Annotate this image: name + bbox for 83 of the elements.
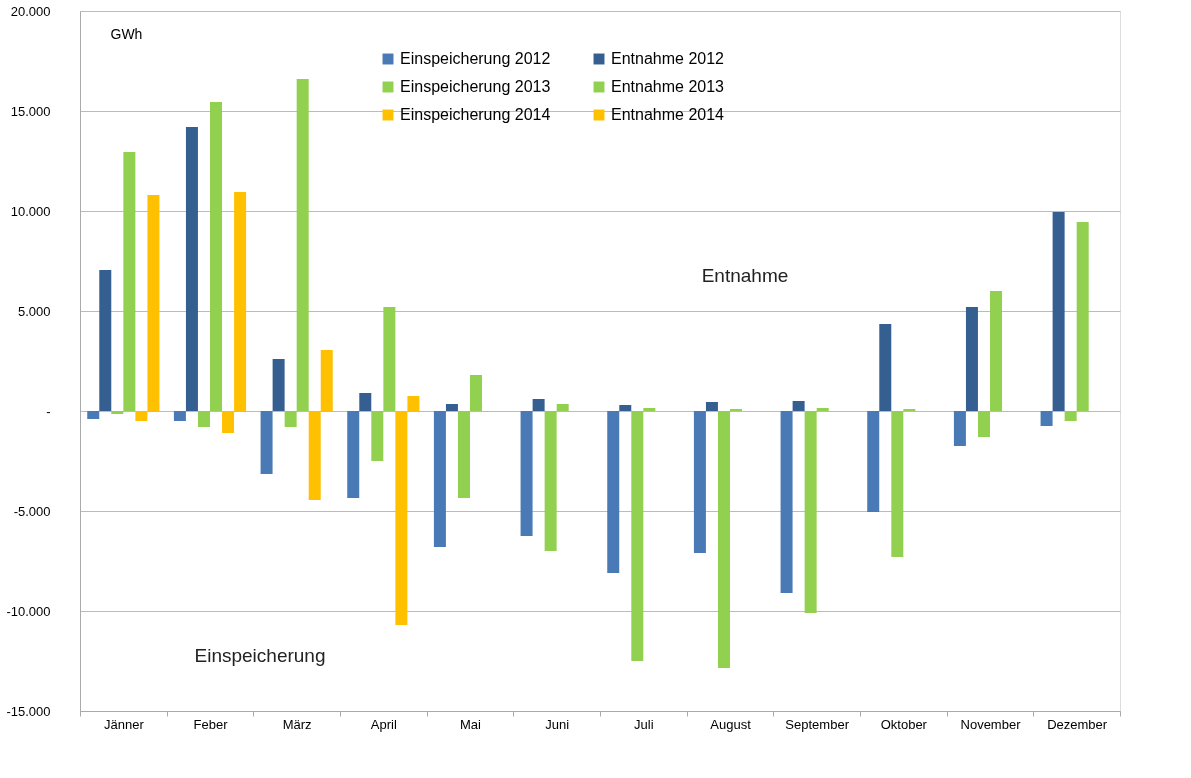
bar (717, 411, 730, 668)
legend-label: Einspeicherung 2014 (400, 106, 551, 123)
bar (395, 411, 408, 625)
bar (371, 411, 384, 461)
bar (123, 152, 136, 411)
annotation: Entnahme (701, 265, 789, 286)
x-tick-label: Juli (634, 716, 654, 732)
y-tick-label: -5.000 (13, 503, 51, 519)
bar (804, 411, 817, 613)
x-tick-label: Feber (193, 716, 229, 732)
legend-label: Entnahme 2012 (611, 50, 725, 67)
x-tick-label: April (370, 716, 397, 732)
bar (470, 375, 483, 411)
bar (532, 399, 545, 411)
bar (284, 411, 297, 427)
bar (260, 411, 273, 474)
bar (173, 411, 186, 421)
x-tick-label: Jänner (103, 716, 145, 732)
x-tick-label: August (710, 716, 752, 732)
bar (347, 411, 360, 498)
y-axis-title: GWh (110, 25, 143, 42)
bar (643, 408, 656, 411)
bar (1064, 411, 1077, 421)
bar (990, 291, 1003, 411)
legend-label: Einspeicherung 2012 (400, 50, 551, 67)
bar (556, 404, 569, 411)
bar (320, 350, 333, 411)
bar (1040, 411, 1053, 426)
y-tick-label: 20.000 (10, 3, 51, 19)
x-tick-label: Juni (545, 716, 570, 732)
bar (457, 411, 470, 498)
bar (359, 393, 372, 411)
bar (87, 411, 100, 419)
y-tick-label: - (46, 403, 51, 419)
y-tick-label: 15.000 (10, 103, 51, 119)
bar (185, 127, 198, 411)
bar (693, 411, 706, 553)
bar (965, 307, 978, 411)
bar (445, 404, 458, 411)
bar (619, 405, 632, 411)
bar (544, 411, 557, 551)
bar (792, 401, 805, 411)
bar (222, 411, 235, 433)
x-tick-label: September (785, 716, 850, 732)
bar (433, 411, 446, 547)
bar (867, 411, 880, 512)
bar (1076, 222, 1089, 411)
x-tick-label: Dezember (1047, 716, 1108, 732)
bar (99, 270, 112, 411)
bar (891, 411, 904, 557)
bar (607, 411, 620, 573)
bar (135, 411, 148, 421)
bar (879, 324, 892, 411)
x-tick-label: Oktober (880, 716, 928, 732)
bar (1052, 212, 1065, 411)
y-tick-label: -10.000 (6, 603, 51, 619)
legend-label: Entnahme 2013 (611, 78, 725, 95)
bar (210, 102, 223, 411)
annotation: Einspeicherung (194, 645, 326, 666)
bar (407, 396, 420, 411)
x-tick-label: November (960, 716, 1022, 732)
bar (816, 408, 829, 411)
bar (977, 411, 990, 437)
legend-label: Einspeicherung 2013 (400, 78, 551, 95)
y-tick-label: -15.000 (6, 703, 51, 719)
x-tick-label: März (282, 716, 312, 732)
bar (147, 195, 160, 411)
bar (296, 79, 309, 411)
bar (383, 307, 396, 411)
bar (308, 411, 321, 500)
bar (520, 411, 533, 536)
legend-label: Entnahme 2014 (611, 106, 725, 123)
bar (780, 411, 793, 593)
bar (111, 411, 124, 414)
bar (705, 402, 718, 411)
bar (197, 411, 210, 427)
y-tick-label: 10.000 (10, 203, 51, 219)
bar (631, 411, 644, 661)
bar (234, 192, 247, 411)
x-tick-label: Mai (460, 716, 482, 732)
bar (953, 411, 966, 446)
bar (272, 359, 285, 411)
y-tick-label: 5.000 (17, 303, 51, 319)
